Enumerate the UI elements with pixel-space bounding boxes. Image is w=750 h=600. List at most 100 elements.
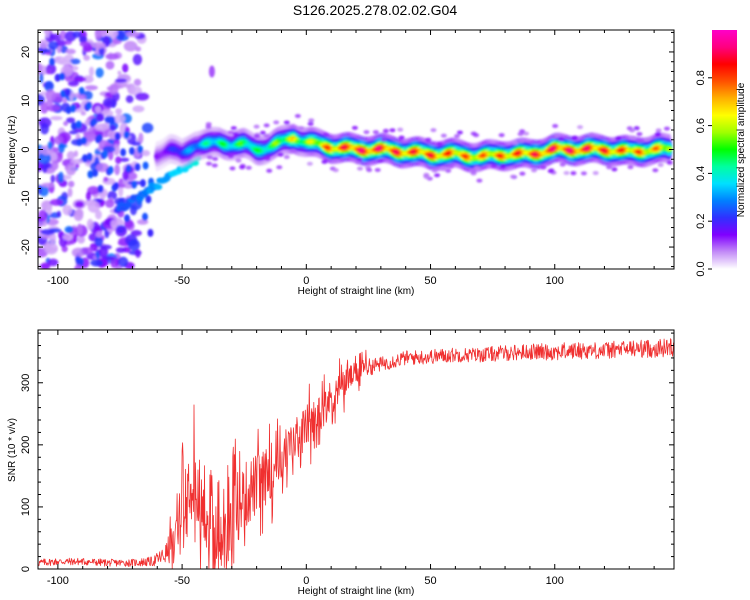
spectrogram-speckle bbox=[110, 219, 118, 229]
y-tick-label: 0 bbox=[20, 566, 32, 572]
spectrogram-speckle bbox=[69, 58, 81, 65]
spectrogram-speckle bbox=[141, 150, 151, 157]
spectrogram-speckle bbox=[135, 249, 141, 258]
spectrogram-speckle bbox=[47, 141, 53, 150]
spectrogram-speckle bbox=[91, 117, 98, 126]
spectrogram-speckle bbox=[38, 152, 52, 164]
spectrogram-halo bbox=[633, 126, 640, 131]
y-tick-label: 0 bbox=[20, 146, 32, 152]
spectrogram-halo bbox=[425, 137, 432, 142]
spectrogram-speckle bbox=[41, 48, 52, 53]
spectrogram-halo bbox=[571, 135, 578, 140]
spectrogram-speckle bbox=[40, 122, 50, 135]
spectrogram-halo bbox=[636, 132, 643, 137]
spectrogram-speckle bbox=[133, 78, 142, 86]
spectrogram-speckle bbox=[113, 182, 120, 191]
spectrogram-speckle bbox=[65, 105, 72, 114]
spectrogram-speckle bbox=[42, 163, 50, 169]
spectrogram-halo bbox=[321, 159, 328, 164]
spectrogram-speckle bbox=[66, 150, 76, 161]
spectrogram-speckle bbox=[75, 208, 84, 218]
spectrogram-halo bbox=[266, 168, 273, 173]
spectrogram-halo bbox=[655, 128, 662, 133]
snr-x-ticks: -100 -50 0 50 100 bbox=[47, 330, 655, 587]
spectrogram-halo bbox=[298, 125, 305, 130]
spectrogram-speckle bbox=[47, 258, 59, 267]
spectrogram-speckle bbox=[96, 133, 103, 142]
spectrogram-speckle bbox=[134, 163, 141, 172]
spectrogram-halo bbox=[430, 128, 437, 133]
spectrogram-speckle bbox=[125, 83, 131, 89]
spectrogram-halo bbox=[615, 136, 622, 141]
spectrogram-speckle bbox=[77, 94, 87, 100]
y-tick-label: -20 bbox=[20, 239, 32, 255]
spectrogram-halo bbox=[563, 170, 570, 175]
spectrogram-halo bbox=[577, 125, 584, 130]
spectrogram-speckle bbox=[132, 53, 143, 66]
spectrogram-speckle bbox=[135, 92, 150, 101]
spectrogram-halo bbox=[332, 158, 339, 163]
spectrogram-halo bbox=[606, 165, 613, 170]
spectrogram-halo bbox=[500, 163, 507, 168]
spectrogram-halo bbox=[548, 168, 555, 173]
spectrogram-speckle bbox=[126, 31, 140, 38]
spectrogram-halo bbox=[377, 159, 384, 164]
x-tick-label: -100 bbox=[47, 275, 69, 287]
spectrogram-speckle bbox=[95, 106, 102, 114]
spectrogram-halo bbox=[205, 161, 212, 166]
spectrogram-speckle bbox=[130, 229, 142, 237]
spectrogram-halo bbox=[245, 165, 252, 170]
spectrogram-speckle bbox=[96, 162, 109, 173]
spectrogram-speckle bbox=[145, 195, 152, 204]
spectrogram-halo bbox=[356, 157, 363, 162]
spectrogram-speckle bbox=[49, 57, 56, 66]
spectrogram-halo bbox=[356, 166, 363, 171]
spectrogram-speckle bbox=[38, 209, 48, 222]
spectrogram-halo bbox=[456, 130, 463, 135]
spectrogram-halo bbox=[323, 132, 330, 137]
spectrogram-speckle bbox=[138, 132, 144, 144]
spectrogram-halo bbox=[263, 123, 270, 128]
spectrogram-speckle bbox=[64, 88, 71, 97]
spectrogram-speckle bbox=[71, 247, 86, 258]
x-tick-label: 0 bbox=[303, 575, 309, 587]
spectrogram-halo bbox=[657, 162, 664, 167]
spectrogram-speckle bbox=[56, 210, 61, 217]
spectrogram-speckle bbox=[50, 33, 63, 41]
colorbar-tick-label: 0.8 bbox=[695, 70, 707, 85]
spectrogram-halo bbox=[440, 133, 447, 138]
spectrogram-halo bbox=[490, 164, 497, 169]
spectrogram-halo bbox=[588, 132, 595, 137]
colorbar-label: Normalized spectral amplitude bbox=[736, 82, 747, 217]
spectrogram-speckle bbox=[122, 63, 129, 73]
x-tick-label: -50 bbox=[174, 575, 190, 587]
spectrogram-speckle bbox=[88, 66, 95, 77]
spectrogram-speckle bbox=[109, 116, 116, 125]
spectrogram-halo bbox=[552, 123, 559, 128]
spectrogram-speckle bbox=[59, 72, 66, 81]
spectrogram-halo bbox=[627, 165, 634, 170]
y-tick-label: -10 bbox=[20, 190, 32, 206]
spectrogram-halo bbox=[227, 130, 234, 135]
spectrogram-speckle bbox=[62, 204, 73, 216]
spectrogram-blobs bbox=[38, 30, 673, 269]
spectrogram-speckle bbox=[102, 97, 117, 108]
spectrogram-speckle bbox=[38, 62, 43, 74]
spectrogram-halo bbox=[351, 125, 358, 130]
spectrogram-speckle bbox=[79, 41, 91, 47]
spectrogram-speckle bbox=[102, 149, 109, 158]
spectrogram-halo bbox=[531, 168, 538, 173]
spectrogram-speckle bbox=[128, 146, 135, 155]
spectrogram-speckle bbox=[95, 67, 104, 78]
spectrogram-speckle bbox=[58, 60, 72, 66]
spectrogram-halo bbox=[290, 148, 297, 153]
spectrogram-speckle bbox=[105, 60, 115, 70]
x-tick-label: 50 bbox=[424, 575, 436, 587]
colorbar-ticks: 0.0 0.2 0.4 0.6 0.8 bbox=[695, 70, 712, 277]
spectrogram-halo bbox=[630, 135, 637, 140]
spectrogram-halo bbox=[611, 167, 618, 172]
spectrogram-speckle bbox=[137, 145, 144, 154]
spectrogram-halo bbox=[205, 124, 212, 129]
spectrogram-speckle bbox=[141, 122, 154, 134]
